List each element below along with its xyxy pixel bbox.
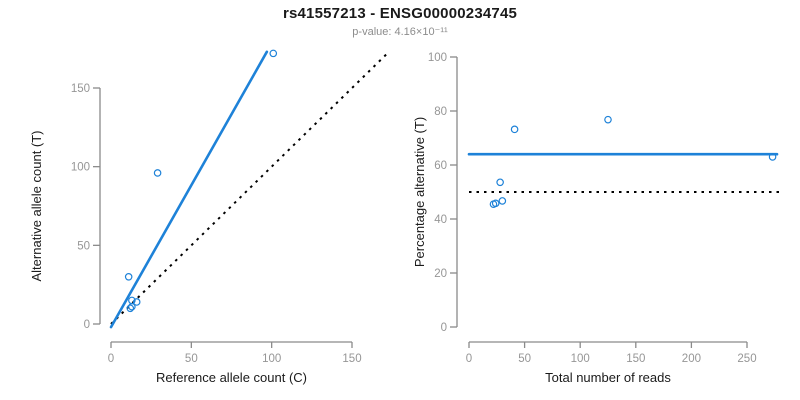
x-tick-label: 50 [518,353,531,365]
data-point [604,115,612,124]
x-tick-label: 200 [682,353,701,365]
y-tick-label: 20 [434,268,447,280]
y-axis-label: Alternative allele count (T) [29,130,44,281]
y-tick-label: 40 [434,214,447,226]
x-tick-label: 0 [466,353,472,365]
y-tick-label: 0 [441,322,447,334]
x-tick-label: 150 [342,353,361,365]
x-tick-label: 0 [108,353,114,365]
data-point [768,153,777,161]
x-axis-label: Reference allele count (C) [156,370,307,385]
data-point [489,200,498,208]
figure-title: rs41557213 - ENSG00000234745 [282,5,518,22]
data-point [128,302,136,311]
x-tick-label: 50 [185,353,198,365]
data-point [153,169,162,177]
identity-reference-line [110,52,389,325]
figure-subtitle: p-value: 4.16×10⁻¹¹ [352,26,448,38]
y-tick-label: 50 [77,240,90,252]
y-tick-label: 60 [434,160,447,172]
y-tick-label: 150 [71,83,90,95]
data-point [124,272,133,281]
data-point [496,178,504,187]
x-tick-label: 250 [737,353,756,365]
data-point [510,125,519,134]
data-point [132,298,141,306]
x-tick-label: 150 [626,353,645,365]
y-tick-label: 0 [84,319,90,331]
x-axis-label: Total number of reads [545,370,671,385]
y-tick-label: 100 [71,162,90,174]
y-axis-label: Percentage alternative (T) [412,117,427,267]
y-tick-label: 100 [428,52,447,64]
data-point [498,197,507,205]
x-tick-label: 100 [262,353,281,365]
data-point [126,304,135,313]
regression-fit-line [109,50,269,329]
x-tick-label: 100 [571,353,590,365]
data-point [269,49,278,58]
y-tick-label: 80 [434,106,447,118]
